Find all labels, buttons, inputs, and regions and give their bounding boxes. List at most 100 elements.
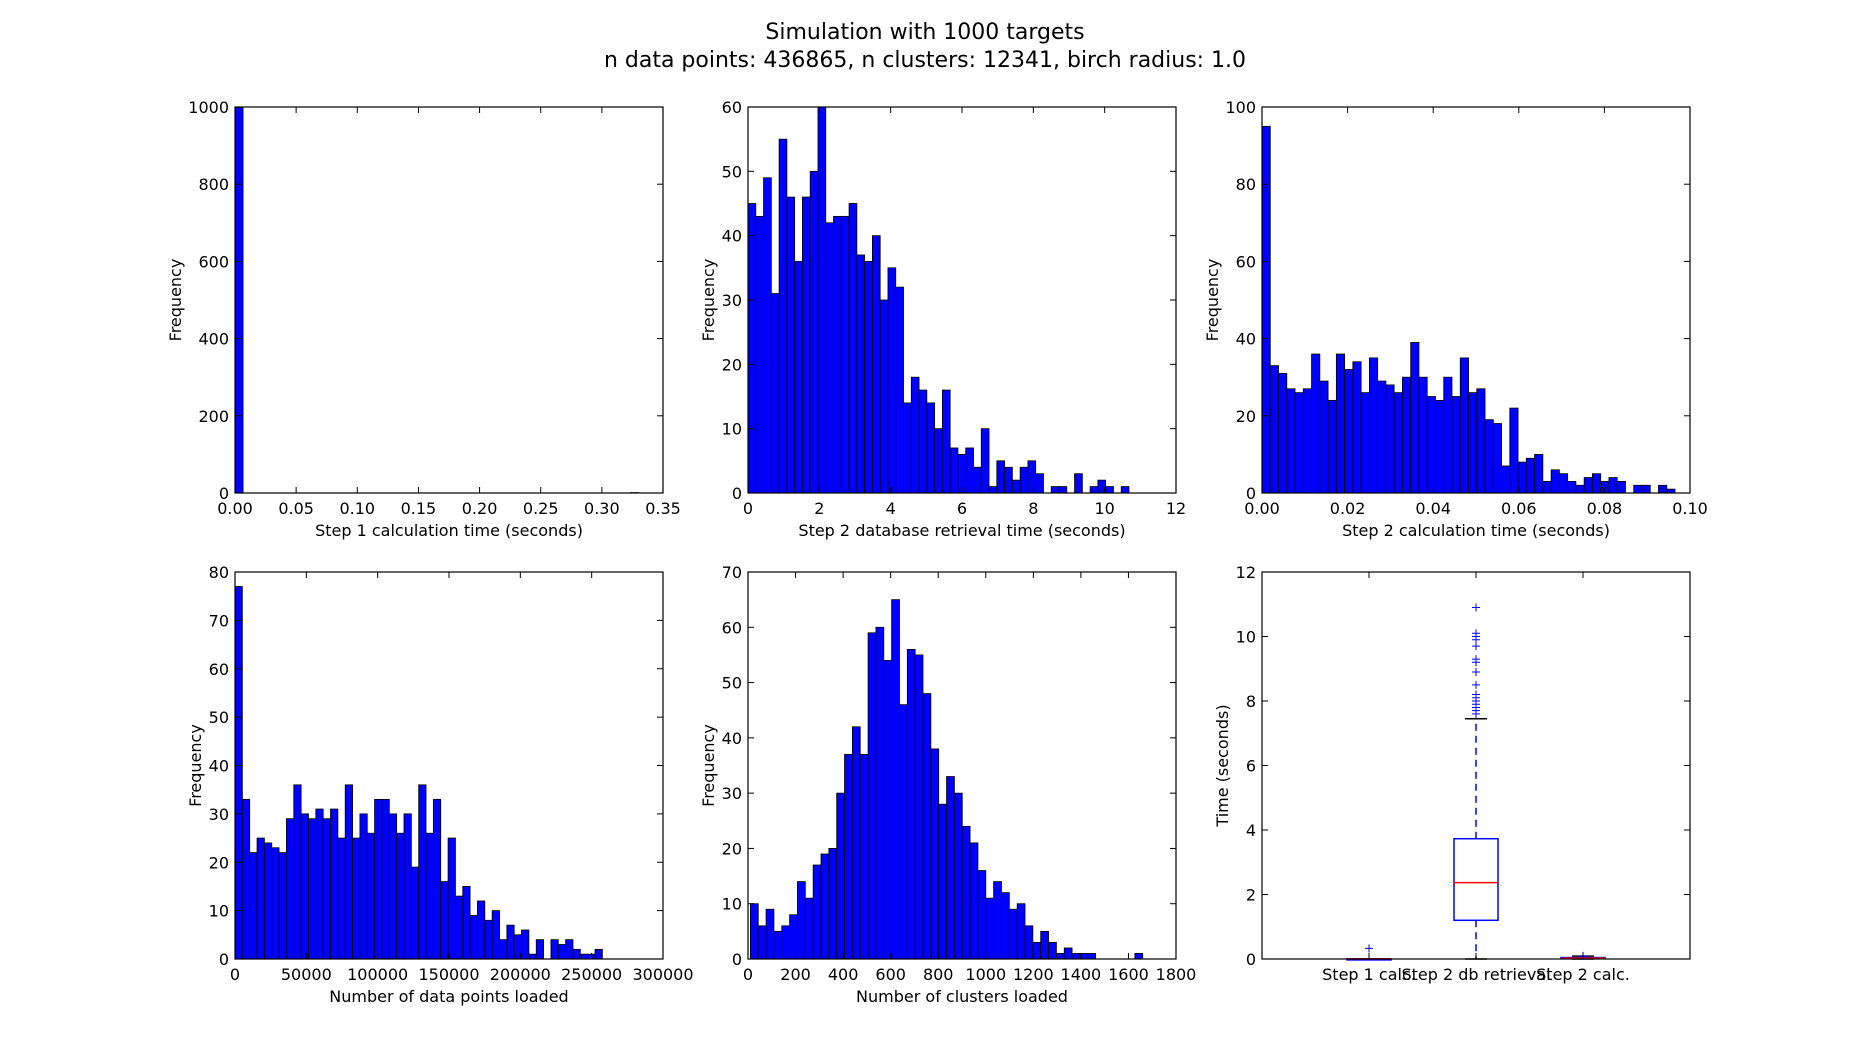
histogram-bar bbox=[755, 215, 764, 494]
histogram-bar bbox=[895, 286, 904, 494]
histogram-bar bbox=[1509, 407, 1519, 494]
histogram-bar bbox=[1016, 903, 1026, 960]
y-tick-label: 30 bbox=[722, 291, 742, 310]
x-tick-label: 0.20 bbox=[462, 499, 498, 518]
y-tick-label: 0 bbox=[1246, 484, 1256, 503]
y-tick-label: 4 bbox=[1246, 821, 1256, 840]
histogram-bar bbox=[1024, 925, 1034, 960]
histogram-bar bbox=[550, 939, 559, 960]
histogram-bar bbox=[263, 842, 273, 960]
x-tick-label: 0 bbox=[743, 965, 753, 984]
histogram-bar bbox=[820, 853, 830, 960]
histogram-bar bbox=[477, 900, 486, 960]
histogram-bar bbox=[1134, 953, 1144, 960]
histogram-bar bbox=[572, 948, 581, 960]
histogram-bar bbox=[1567, 481, 1577, 494]
y-tick-label: 20 bbox=[1236, 407, 1256, 426]
histogram-bar bbox=[403, 813, 412, 960]
histogram-bar bbox=[1089, 486, 1099, 494]
x-tick-label: 300000 bbox=[632, 965, 693, 984]
histogram-bar bbox=[844, 754, 853, 960]
histogram-bar bbox=[447, 837, 456, 960]
y-axis-label: Frequency bbox=[166, 259, 185, 342]
histogram-bar bbox=[1286, 388, 1296, 494]
histogram-bar bbox=[1550, 469, 1560, 494]
x-tick-label: 1400 bbox=[1061, 965, 1102, 984]
x-tick-label: 0.15 bbox=[401, 499, 437, 518]
y-tick-label: 0 bbox=[219, 950, 229, 969]
y-tick-label: 50 bbox=[209, 708, 229, 727]
histogram-bar bbox=[934, 428, 943, 494]
histogram-bar bbox=[1435, 399, 1445, 494]
box-outlier bbox=[1472, 690, 1480, 699]
x-tick-label: 4 bbox=[886, 499, 896, 518]
histogram-bar bbox=[1344, 369, 1354, 494]
x-axis-label: Number of clusters loaded bbox=[856, 987, 1068, 1006]
histogram-bar bbox=[484, 919, 493, 960]
histogram-bar bbox=[1558, 473, 1569, 494]
histogram-bar bbox=[883, 660, 893, 960]
histogram-bar bbox=[308, 818, 317, 960]
x-axis-label: Step 1 calculation time (seconds) bbox=[315, 521, 583, 540]
x-tick-label: 0.30 bbox=[584, 499, 620, 518]
histogram-bar bbox=[1352, 361, 1362, 494]
histogram-bar bbox=[337, 837, 346, 960]
x-axis-label: Step 2 calculation time (seconds) bbox=[1342, 521, 1610, 540]
histogram-bar bbox=[980, 428, 990, 494]
x-tick-label: 1200 bbox=[1013, 965, 1054, 984]
histogram-bar bbox=[1592, 473, 1602, 494]
axes-frame bbox=[1261, 106, 1691, 494]
histogram-bar bbox=[1335, 353, 1346, 494]
x-tick-label: 0 bbox=[743, 499, 753, 518]
histogram-bar bbox=[315, 808, 324, 960]
histogram-bar bbox=[953, 792, 963, 960]
x-tick-label: 1600 bbox=[1108, 965, 1149, 984]
y-tick-label: 400 bbox=[198, 330, 229, 349]
figure-title: Simulation with 1000 targets bbox=[765, 20, 1084, 45]
histogram-bar bbox=[770, 293, 780, 494]
histogram-bar bbox=[1476, 388, 1486, 494]
histogram-bar bbox=[1055, 953, 1065, 960]
histogram-bar bbox=[234, 586, 243, 960]
x-tick-label: 250000 bbox=[561, 965, 622, 984]
histogram-bar bbox=[918, 389, 928, 494]
histogram-bar bbox=[1534, 453, 1544, 494]
histogram-bar bbox=[528, 953, 537, 960]
axes-frame bbox=[234, 106, 664, 494]
histogram-bar bbox=[941, 389, 951, 494]
histogram-bar bbox=[887, 267, 897, 494]
histogram-bar bbox=[1641, 484, 1651, 494]
histogram-bar bbox=[344, 784, 353, 960]
x-tick-label: 0.04 bbox=[1415, 499, 1451, 518]
y-tick-label: 20 bbox=[722, 839, 742, 858]
histogram-bar bbox=[241, 798, 251, 960]
histogram-bar bbox=[1575, 484, 1585, 494]
histogram-bar bbox=[455, 895, 464, 960]
y-tick-label: 0 bbox=[1246, 950, 1256, 969]
x-tick-label: 1800 bbox=[1156, 965, 1197, 984]
histogram-bar bbox=[1008, 908, 1018, 960]
x-tick-label: 1000 bbox=[965, 965, 1006, 984]
histogram-bar bbox=[293, 784, 302, 960]
histogram-bar bbox=[506, 924, 515, 960]
histogram-bar bbox=[765, 908, 775, 960]
histogram-bar bbox=[804, 897, 814, 960]
x-tick-label: 6 bbox=[957, 499, 967, 518]
histogram-bar bbox=[381, 798, 390, 960]
y-tick-label: 200 bbox=[198, 407, 229, 426]
histogram-bar bbox=[859, 754, 869, 960]
x-axis-label: Number of data points loaded bbox=[329, 987, 568, 1006]
histogram-bar bbox=[579, 953, 589, 960]
histogram-bar bbox=[833, 215, 842, 494]
category-label: Step 1 calc. bbox=[1322, 965, 1416, 984]
y-tick-label: 70 bbox=[722, 563, 742, 582]
histogram-bar bbox=[949, 447, 959, 494]
axes-frame bbox=[234, 571, 664, 960]
x-tick-label: 600 bbox=[875, 965, 906, 984]
histogram-bar bbox=[410, 866, 420, 960]
x-tick-label: 0.06 bbox=[1501, 499, 1537, 518]
histogram-bar bbox=[374, 798, 383, 960]
y-tick-label: 40 bbox=[209, 757, 229, 776]
subplot-3: 0.00 0.02 0.04 0.06 0.08 0.10 Step 2 calculati… bbox=[1203, 98, 1708, 540]
y-tick-label: 10 bbox=[722, 895, 742, 914]
